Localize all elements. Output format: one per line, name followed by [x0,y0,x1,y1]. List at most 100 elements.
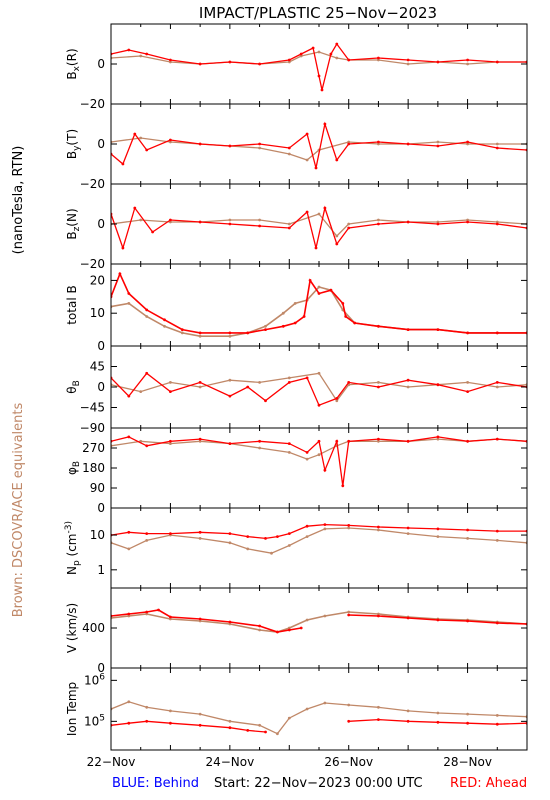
data-point [121,246,125,250]
data-point [287,60,291,64]
data-point [305,376,309,380]
series-dscovr-0 [111,526,527,555]
data-point [466,140,469,144]
data-point [169,140,172,144]
data-point [258,446,261,450]
data-point [317,292,321,295]
data-point [228,622,232,626]
panel-3: 0 −20 Bz​(N) [65,183,528,271]
data-point [228,378,232,382]
data-point [436,535,440,538]
y-axis-label: total B [65,285,79,325]
data-point [335,56,339,60]
data-point [377,324,380,328]
data-point [436,144,440,148]
y-tick-label: 1 [97,563,105,577]
data-point [377,140,380,144]
data-point [287,146,291,150]
data-point [127,721,131,725]
panel-2: 0 −20 By​(T) [65,103,528,191]
data-point [127,292,131,295]
data-point [258,62,261,66]
data-point [228,60,232,64]
data-point [436,220,440,224]
data-point [145,612,149,616]
data-point [169,218,172,222]
series-ahead-1 [111,608,303,634]
data-point [228,218,232,222]
data-point [127,614,131,618]
data-point [466,218,469,222]
data-point [287,152,291,156]
data-point [347,381,351,384]
data-point [228,334,232,338]
data-point [169,390,172,393]
data-point [258,723,261,727]
series-ahead-1 [111,271,527,335]
data-point [377,381,380,384]
data-point [323,468,327,472]
series-dscovr-0 [111,371,527,403]
data-point [127,612,131,616]
data-point [169,381,172,384]
series-ahead-1 [111,205,527,251]
data-point [145,371,149,375]
data-point [495,222,499,226]
data-point [287,451,291,454]
data-point [169,138,172,142]
data-point [145,539,149,542]
y-axis-label: Bx​(R) [65,48,82,79]
y-tick-label: 0 [97,57,105,71]
panel-frame [110,587,528,669]
data-point [121,162,125,166]
data-point [145,705,149,709]
y-tick-label: −20 [80,177,105,191]
data-point [139,390,143,393]
y-axis-label: θB​ [65,380,82,394]
series-line [111,372,527,402]
x-axis: 22−Nov 24−Nov 26−Nov 28−Nov [87,755,492,769]
data-point [436,328,440,331]
data-point [198,62,202,66]
data-point [228,532,232,535]
data-point [347,703,351,707]
footer-behind: BLUE: Behind [112,776,199,791]
data-point [466,537,469,540]
data-point [436,140,440,144]
series-ahead-1 [111,523,527,540]
data-point [347,58,351,62]
data-point [258,224,261,228]
data-point [258,146,261,150]
data-point [436,527,440,531]
data-point [228,144,232,148]
data-point [276,630,279,634]
data-point [377,439,380,443]
data-point [323,523,327,526]
data-point [495,146,499,150]
footer-start: Start: 22−Nov−2023 00:00 UTC [214,776,423,791]
data-point [299,626,303,630]
y-tick-label: 0 [97,339,105,353]
series-dscovr-0 [111,610,527,634]
data-point [228,719,232,723]
series-line [111,527,527,554]
data-point [145,719,149,723]
data-point [377,142,380,146]
data-point [198,723,202,727]
data-point [347,222,351,226]
data-point [258,218,261,222]
y-tick-label: −45 [80,401,105,415]
y-axis-label: V (km/s) [65,603,79,653]
data-point [335,439,339,443]
series-line [111,51,527,65]
data-point [436,618,440,622]
panel-7: 10 1 Np​ (cm-3)​ [64,507,528,589]
data-point [466,58,469,62]
data-point [198,220,202,224]
data-point [228,222,232,226]
data-point [264,537,267,540]
data-point [228,541,232,545]
series-ahead-1 [111,719,267,734]
data-point [169,709,172,713]
data-point [276,535,279,538]
